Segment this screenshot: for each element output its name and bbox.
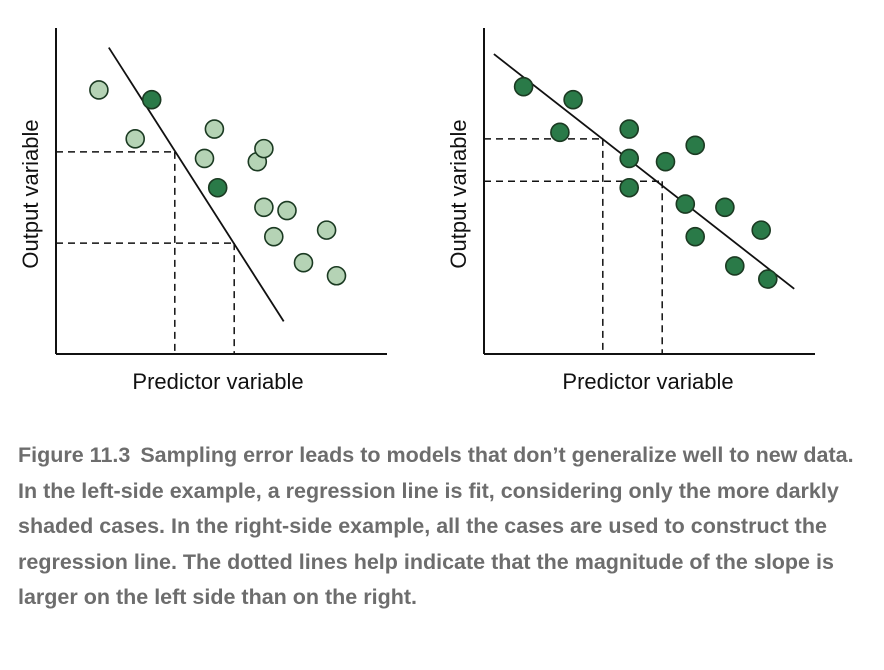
light-data-point xyxy=(125,129,145,149)
right-x-axis-title: Predictor variable xyxy=(562,369,733,394)
right-panel: Predictor variable Output variable xyxy=(446,28,815,394)
dark-data-point xyxy=(715,197,735,218)
dark-data-point xyxy=(207,177,228,198)
light-data-point xyxy=(194,148,215,169)
light-data-point xyxy=(316,220,337,240)
light-data-point xyxy=(277,200,297,221)
left-dotted-guides xyxy=(56,151,235,354)
dark-data-point xyxy=(685,135,706,156)
left-points xyxy=(89,80,347,286)
light-data-point xyxy=(204,119,225,139)
left-y-axis-title: Output variable xyxy=(18,119,43,268)
left-panel: Predictor variable Output variable xyxy=(18,28,387,394)
regression-line xyxy=(493,53,795,290)
dark-data-point xyxy=(619,177,640,198)
light-data-point xyxy=(326,265,347,286)
dark-data-point xyxy=(655,151,676,172)
light-data-point xyxy=(89,80,109,100)
regression-figure: Predictor variable Output variable Predi… xyxy=(18,28,815,394)
right-regression-line xyxy=(493,53,795,290)
left-x-axis-title: Predictor variable xyxy=(132,369,303,394)
dark-data-point xyxy=(563,89,583,110)
dark-data-point xyxy=(675,194,696,214)
dark-data-point xyxy=(141,89,162,110)
dark-data-point xyxy=(751,220,772,240)
figure-number: Figure 11.3 xyxy=(18,443,131,467)
light-data-point xyxy=(263,226,284,247)
left-regression-line xyxy=(108,47,285,322)
figure-caption: Figure 11.3 Sampling error leads to model… xyxy=(18,438,874,616)
dark-data-point xyxy=(619,119,640,139)
dark-data-point xyxy=(550,122,570,143)
light-data-point xyxy=(254,138,274,159)
dark-data-point xyxy=(757,269,778,289)
right-y-axis-title: Output variable xyxy=(446,119,471,268)
dark-data-point xyxy=(724,256,745,276)
dark-data-point xyxy=(685,226,706,247)
right-points xyxy=(513,76,778,289)
light-data-point xyxy=(293,252,314,273)
right-dotted-guides xyxy=(484,138,663,354)
light-data-point xyxy=(254,197,274,218)
dark-data-point xyxy=(513,76,534,97)
regression-line xyxy=(108,47,285,322)
caption-text: Sampling error leads to models that don’… xyxy=(18,443,854,609)
dark-data-point xyxy=(619,148,640,169)
